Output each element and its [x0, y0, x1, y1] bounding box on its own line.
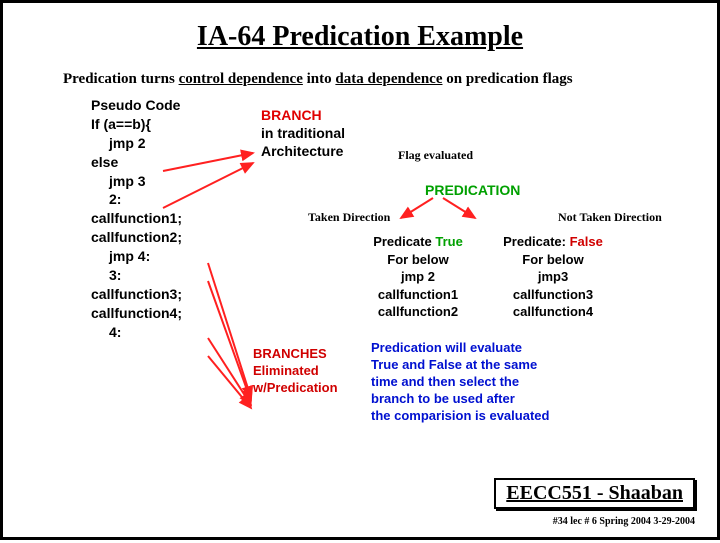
be-l2: Eliminated [253, 363, 338, 380]
pseudo-l4: jmp 3 [91, 172, 146, 191]
evaluation-note: Predication will evaluate True and False… [371, 340, 631, 424]
subtitle-u2: data dependence [335, 71, 442, 87]
branches-eliminated-label: BRANCHES Eliminated w/Predication [253, 346, 338, 397]
subtitle-u1: control dependence [179, 71, 303, 87]
subtitle-prefix: Predication turns [63, 71, 179, 87]
pf-l1: jmp3 [488, 268, 618, 286]
branch-rest1: in traditional [261, 124, 345, 142]
pt-h1a: Predicate [373, 234, 435, 249]
en-l4: branch to be used after [371, 391, 631, 408]
pseudo-code-block: Pseudo Code If (a==b){ jmp 2 else jmp 3 … [91, 96, 182, 342]
pt-h2: For below [353, 251, 483, 269]
pt-l3: callfunction2 [353, 303, 483, 321]
predication-label: PREDICATION [425, 182, 520, 198]
pf-h1b: False [570, 234, 603, 249]
be-l1: BRANCHES [253, 346, 338, 363]
pseudo-l8: jmp 4: [91, 247, 150, 266]
footer-box: EECC551 - Shaaban [494, 478, 695, 509]
taken-direction-label: Taken Direction [308, 210, 390, 225]
branch-word: BRANCH [261, 106, 345, 124]
pf-l3: callfunction4 [488, 303, 618, 321]
pt-l2: callfunction1 [353, 286, 483, 304]
predicate-false-block: Predicate: False For below jmp3 callfunc… [488, 233, 618, 321]
subtitle-suffix: on predication flags [442, 71, 572, 87]
pseudo-l6: callfunction1; [91, 209, 182, 228]
pt-l1: jmp 2 [353, 268, 483, 286]
pseudo-l3: else [91, 153, 182, 172]
page-title: IA-64 Predication Example [3, 3, 717, 53]
pseudo-l5: 2: [91, 190, 121, 209]
pseudo-l11: callfunction4; [91, 304, 182, 323]
pseudo-l10: callfunction3; [91, 285, 182, 304]
be-l3: w/Predication [253, 380, 338, 397]
pseudo-l1: If (a==b){ [91, 115, 182, 134]
pseudo-l7: callfunction2; [91, 228, 182, 247]
not-taken-direction-label: Not Taken Direction [558, 210, 662, 225]
en-l2: True and False at the same [371, 357, 631, 374]
pt-h1b: True [435, 234, 462, 249]
branch-rest2: Architecture [261, 142, 345, 160]
predicate-true-block: Predicate True For below jmp 2 callfunct… [353, 233, 483, 321]
en-l1: Predication will evaluate [371, 340, 631, 357]
content-area: Pseudo Code If (a==b){ jmp 2 else jmp 3 … [3, 88, 717, 448]
branch-label: BRANCH in traditional Architecture [261, 106, 345, 161]
footer-meta: #34 lec # 6 Spring 2004 3-29-2004 [553, 516, 695, 527]
flag-evaluated-label: Flag evaluated [398, 148, 473, 163]
pf-h1a: Predicate: [503, 234, 569, 249]
pseudo-l2: jmp 2 [91, 134, 146, 153]
subtitle: Predication turns control dependence int… [3, 53, 717, 88]
en-l3: time and then select the [371, 374, 631, 391]
pseudo-l12: 4: [91, 323, 121, 342]
pf-h2: For below [488, 251, 618, 269]
en-l5: the comparision is evaluated [371, 408, 631, 425]
pf-l2: callfunction3 [488, 286, 618, 304]
pseudo-l9: 3: [91, 266, 121, 285]
pseudo-header: Pseudo Code [91, 96, 182, 115]
subtitle-mid: into [303, 71, 336, 87]
